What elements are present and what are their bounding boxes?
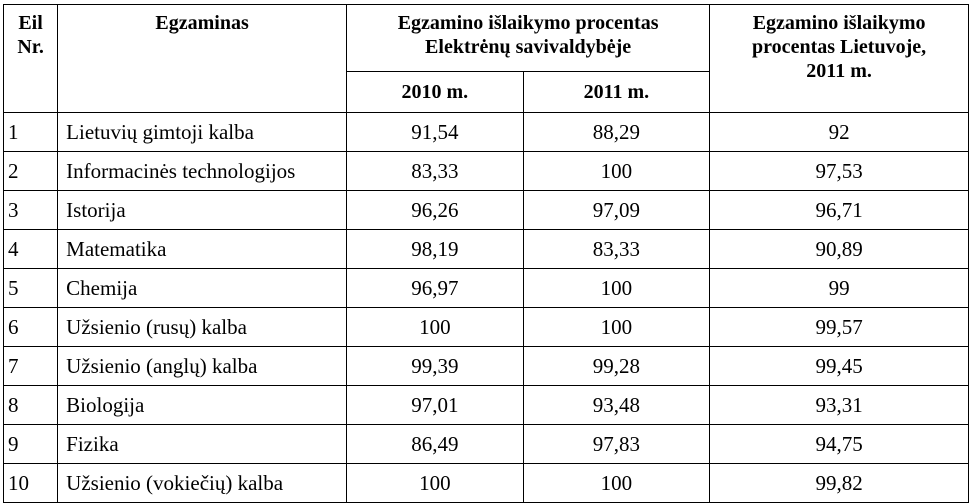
value-2010-cell: 86,49 (346, 424, 524, 464)
value-lithuania-cell: 90,89 (709, 229, 969, 269)
exam-name-cell: Užsienio (vokiečių) kalba (57, 463, 348, 503)
value-lithuania-cell: 94,75 (709, 424, 969, 464)
exam-name-cell: Biologija (57, 385, 348, 425)
value-2011-cell: 97,83 (522, 424, 711, 464)
value-2010-cell: 100 (346, 463, 524, 503)
table-row: 10 Užsienio (vokiečių) kalba 100 100 99,82 (2, 463, 969, 503)
row-number-cell: 3 (2, 190, 59, 230)
table-row: 1 Lietuvių gimtoji kalba 91,54 88,29 92 (2, 112, 969, 152)
exam-name-cell: Istorija (57, 190, 348, 230)
header-row-number: Eil Nr. (2, 4, 59, 113)
row-number-cell: 8 (2, 385, 59, 425)
exam-name-cell: Informacinės technologijos (57, 151, 348, 191)
row-number-cell: 9 (2, 424, 59, 464)
value-lithuania-cell: 92 (709, 112, 969, 152)
value-lithuania-cell: 99 (709, 268, 969, 308)
value-lithuania-cell: 99,57 (709, 307, 969, 347)
exam-results-table: Eil Nr. Egzaminas Egzamino išlaikymo pro… (2, 4, 969, 503)
exam-name-cell: Matematika (57, 229, 348, 269)
value-2011-cell: 88,29 (522, 112, 711, 152)
value-2010-cell: 99,39 (346, 346, 524, 386)
table-row: 9 Fizika 86,49 97,83 94,75 (2, 424, 969, 464)
row-number-cell: 1 (2, 112, 59, 152)
value-2010-cell: 100 (346, 307, 524, 347)
header-municipality: Egzamino išlaikymo procentas Elektrėnų s… (346, 4, 711, 72)
exam-name-cell: Lietuvių gimtoji kalba (57, 112, 348, 152)
header-year-2011: 2011 m. (522, 71, 711, 113)
row-number-cell: 4 (2, 229, 59, 269)
value-2011-cell: 100 (522, 307, 711, 347)
value-lithuania-cell: 99,82 (709, 463, 969, 503)
row-number-cell: 2 (2, 151, 59, 191)
row-number-cell: 10 (2, 463, 59, 503)
value-2011-cell: 100 (522, 151, 711, 191)
value-2011-cell: 83,33 (522, 229, 711, 269)
value-2011-cell: 100 (522, 463, 711, 503)
value-lithuania-cell: 99,45 (709, 346, 969, 386)
header-exam: Egzaminas (57, 4, 348, 113)
table-row: 2 Informacinės technologijos 83,33 100 97,53 (2, 151, 969, 191)
value-lithuania-cell: 96,71 (709, 190, 969, 230)
exam-name-cell: Užsienio (rusų) kalba (57, 307, 348, 347)
table-row: 7 Užsienio (anglų) kalba 99,39 99,28 99,45 (2, 346, 969, 386)
value-2010-cell: 83,33 (346, 151, 524, 191)
value-2011-cell: 97,09 (522, 190, 711, 230)
value-2010-cell: 91,54 (346, 112, 524, 152)
row-number-cell: 7 (2, 346, 59, 386)
table-row: 3 Istorija 96,26 97,09 96,71 (2, 190, 969, 230)
exam-name-cell: Užsienio (anglų) kalba (57, 346, 348, 386)
value-lithuania-cell: 93,31 (709, 385, 969, 425)
table-row: 4 Matematika 98,19 83,33 90,89 (2, 229, 969, 269)
value-2011-cell: 99,28 (522, 346, 711, 386)
header-year-2010: 2010 m. (346, 71, 524, 113)
table-row: 6 Užsienio (rusų) kalba 100 100 99,57 (2, 307, 969, 347)
value-2011-cell: 100 (522, 268, 711, 308)
table-body: 1 Lietuvių gimtoji kalba 91,54 88,29 92 2 Info… (2, 112, 969, 503)
header-lithuania: Egzamino išlaikymo procentas Lietuvoje, … (709, 4, 969, 113)
value-lithuania-cell: 97,53 (709, 151, 969, 191)
table-row: 8 Biologija 97,01 93,48 93,31 (2, 385, 969, 425)
table-row: 5 Chemija 96,97 100 99 (2, 268, 969, 308)
value-2010-cell: 96,26 (346, 190, 524, 230)
value-2011-cell: 93,48 (522, 385, 711, 425)
value-2010-cell: 97,01 (346, 385, 524, 425)
value-2010-cell: 96,97 (346, 268, 524, 308)
row-number-cell: 5 (2, 268, 59, 308)
row-number-cell: 6 (2, 307, 59, 347)
exam-name-cell: Chemija (57, 268, 348, 308)
exam-name-cell: Fizika (57, 424, 348, 464)
value-2010-cell: 98,19 (346, 229, 524, 269)
